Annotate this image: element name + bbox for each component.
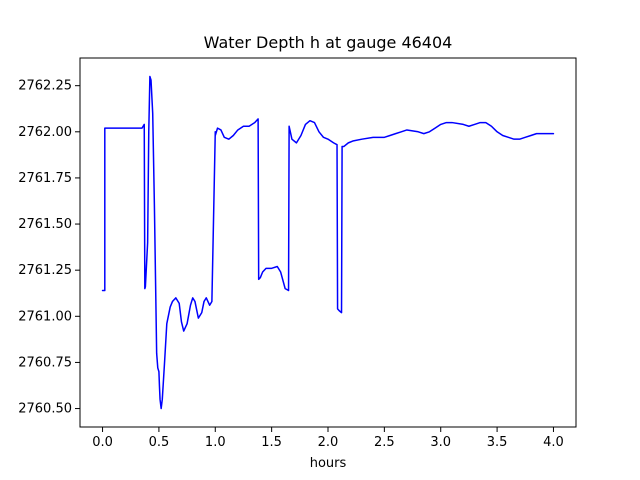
x-axis-label: hours (310, 456, 347, 471)
chart-title: Water Depth h at gauge 46404 (204, 33, 453, 52)
y-tick-label: 2761.25 (18, 263, 72, 278)
x-tick-label: 1.0 (205, 435, 226, 450)
x-tick-label: 2.5 (374, 435, 395, 450)
x-tick-label: 4.0 (543, 435, 564, 450)
ticks-layer: 0.0 0.5 1.0 1.5 2.0 2.5 3.0 3.5 4.0 2760.50 2760.7… (18, 79, 564, 450)
series-layer (101, 75, 555, 410)
x-tick-label: 2.0 (318, 435, 339, 450)
y-tick-label: 2762.25 (18, 79, 72, 94)
series-line (101, 75, 555, 410)
y-tick-label: 2761.75 (18, 171, 72, 186)
x-tick-label: 3.0 (430, 435, 451, 450)
x-tick-label: 0.0 (92, 435, 113, 450)
y-tick-label: 2761.00 (18, 309, 72, 324)
y-tick-label: 2762.00 (18, 125, 72, 140)
y-tick-label: 2760.75 (18, 355, 72, 370)
x-tick-label: 1.5 (261, 435, 282, 450)
x-tick-label: 3.5 (487, 435, 508, 450)
y-tick-label: 2761.50 (18, 217, 72, 232)
x-tick-label: 0.5 (149, 435, 170, 450)
y-tick-label: 2760.50 (18, 402, 72, 417)
